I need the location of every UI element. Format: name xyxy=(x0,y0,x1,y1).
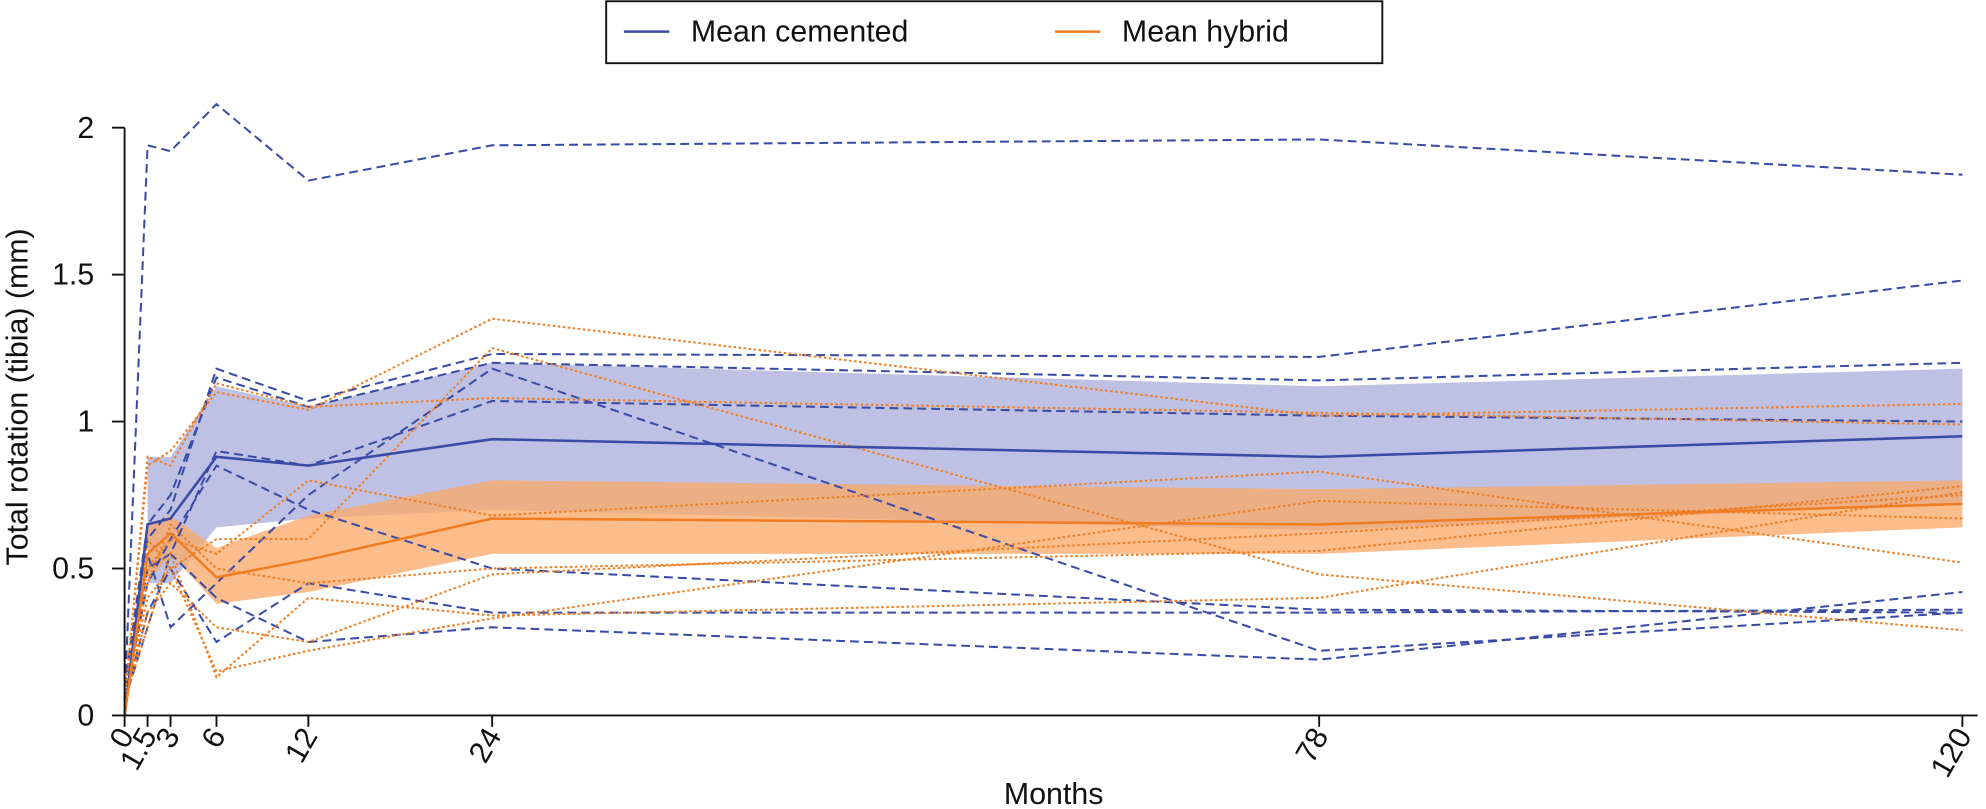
x-tick-label: 120 xyxy=(1925,723,1979,783)
individual-line xyxy=(123,494,1963,702)
confidence-band xyxy=(147,480,1963,604)
individual-line xyxy=(123,491,1963,702)
y-tick-label: 0.5 xyxy=(52,553,94,586)
individual-line xyxy=(123,551,1963,702)
individual-line xyxy=(123,279,1963,687)
individual-line xyxy=(123,361,1963,687)
y-tick-label: 1.5 xyxy=(52,259,94,292)
y-axis-label: Total rotation (tibia) (mm) xyxy=(1,228,34,565)
individual-line xyxy=(123,399,1963,701)
individual-line xyxy=(123,346,1963,701)
x-tick-label: 12 xyxy=(279,723,324,769)
individual-line xyxy=(123,382,1963,701)
mean-line xyxy=(123,502,1963,716)
individual-line xyxy=(123,102,1963,701)
x-axis-label: Months xyxy=(1004,778,1103,809)
y-tick-label: 2 xyxy=(77,112,94,145)
x-tick-label: 24 xyxy=(463,723,508,769)
x-tick-label: 78 xyxy=(1290,723,1335,769)
individual-line xyxy=(123,566,1963,702)
y-tick-label: 0 xyxy=(77,700,94,733)
legend-label: Mean hybrid xyxy=(1122,16,1289,49)
y-tick-label: 1 xyxy=(77,406,94,439)
individual-line xyxy=(123,317,1963,701)
individual-line xyxy=(123,499,1963,701)
legend-label: Mean cemented xyxy=(691,16,908,49)
legend-box xyxy=(605,0,1384,65)
individual-line xyxy=(123,367,1963,701)
mean-line xyxy=(123,434,1963,716)
x-tick-label: 6 xyxy=(196,723,233,754)
individual-line xyxy=(123,470,1963,701)
